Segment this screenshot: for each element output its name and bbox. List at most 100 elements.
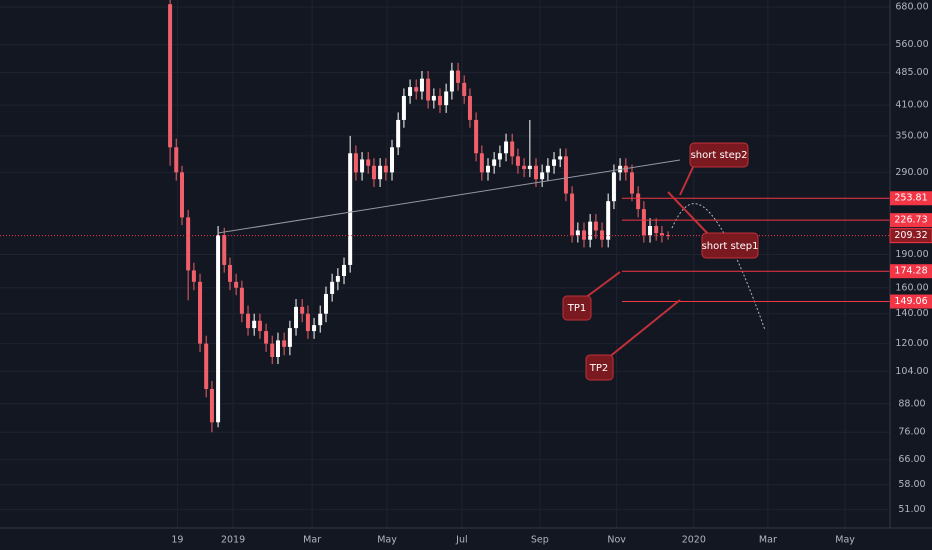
candle-body [270,343,275,358]
candle-body [419,78,424,92]
y-tick-label: 190.00 [895,249,928,260]
x-tick-label: Jul [455,535,467,546]
candle-body [366,159,371,166]
candle-body [533,165,538,180]
candle-body [300,306,305,314]
y-tick-label: 140.00 [895,308,928,319]
candle-body [648,225,653,236]
candle-body [396,119,401,148]
candle-body [593,221,598,231]
x-tick-label: 19 [171,535,183,546]
candle-body [252,320,257,329]
candle-body [353,153,358,173]
candle-body [462,82,467,96]
candle-body [174,147,179,173]
y-tick-label: 350.00 [895,130,928,141]
callout-text: short step2 [691,150,748,161]
callout-box [689,142,749,168]
price-level-label: 226.73 [894,215,927,226]
candle-body [563,156,568,194]
candle-body [408,87,413,96]
price-level-label: 253.81 [894,193,927,204]
candle-body [540,172,545,180]
y-tick-label: 51.00 [898,504,925,515]
candle-body [575,230,580,236]
x-tick-label: May [377,535,397,546]
candle-body [545,165,550,173]
last-price-label: 209.32 [894,230,927,241]
candle-body [371,165,376,180]
candle-body [318,313,323,326]
candle-body [264,331,269,344]
x-tick-label: Mar [759,535,777,546]
price-level-tag [890,294,932,309]
candle-body [438,95,443,106]
candle-body [287,328,292,347]
y-tick-label: 410.00 [895,100,928,111]
candle-body [474,119,479,154]
candle-body [414,87,419,92]
callout-pointer [607,299,681,359]
candle-body [179,172,184,218]
candle-body [611,172,616,202]
callout-box [562,295,592,321]
y-tick-label: 88.00 [898,398,925,409]
candle-body [209,388,214,423]
candle-body [654,225,659,234]
candle-body [227,264,232,282]
projection-curve [671,203,766,331]
candle-body [486,165,491,173]
last-price-tag [889,228,932,244]
candle-body [581,230,586,240]
candle-body [497,153,502,160]
x-tick-label: 2019 [221,535,245,546]
candle-body [606,201,611,240]
y-tick-label: 290.00 [895,167,928,178]
candle-body [198,281,203,344]
callout-box [701,232,759,259]
candle-body [239,287,244,314]
candle-body [522,165,527,170]
candle-body [257,320,262,332]
callout-pointer [679,164,695,196]
candle-body [444,91,449,106]
candle-body [222,235,227,265]
candle-body [390,147,395,173]
candle-body [515,156,520,166]
callout-pointer [584,271,621,299]
candle-body [479,153,484,173]
y-tick-label: 485.00 [895,67,928,78]
candle-body [570,193,575,236]
y-tick-label: 120.00 [895,338,928,349]
y-tick-label: 66.00 [898,454,925,465]
candle-body [636,193,641,210]
candle-body [323,293,328,314]
candle-body [600,230,605,240]
x-tick-label: Mar [303,535,321,546]
candle-body [527,165,532,170]
candle-body [294,306,299,329]
candle-body [216,235,221,423]
callout-text: TP1 [567,303,587,314]
y-tick-label: 560.00 [895,39,928,50]
candle-body [383,165,388,173]
price-level-tag [890,213,932,228]
candle-body [275,340,280,358]
callouts: short step2 short step1 TP1 TP2 [562,142,759,381]
candle-body [629,172,634,194]
candle-body [348,153,353,265]
candle-body [558,156,563,160]
candle-body [312,325,317,332]
candle-body [426,78,431,101]
callout-pointer [667,191,711,237]
candle-body [504,141,509,154]
candle-body [431,95,436,101]
price-level-label: 149.06 [894,296,927,307]
candle-body [282,340,287,347]
trend-line [217,159,681,234]
candle-body [552,159,557,166]
candle-body [492,159,497,166]
